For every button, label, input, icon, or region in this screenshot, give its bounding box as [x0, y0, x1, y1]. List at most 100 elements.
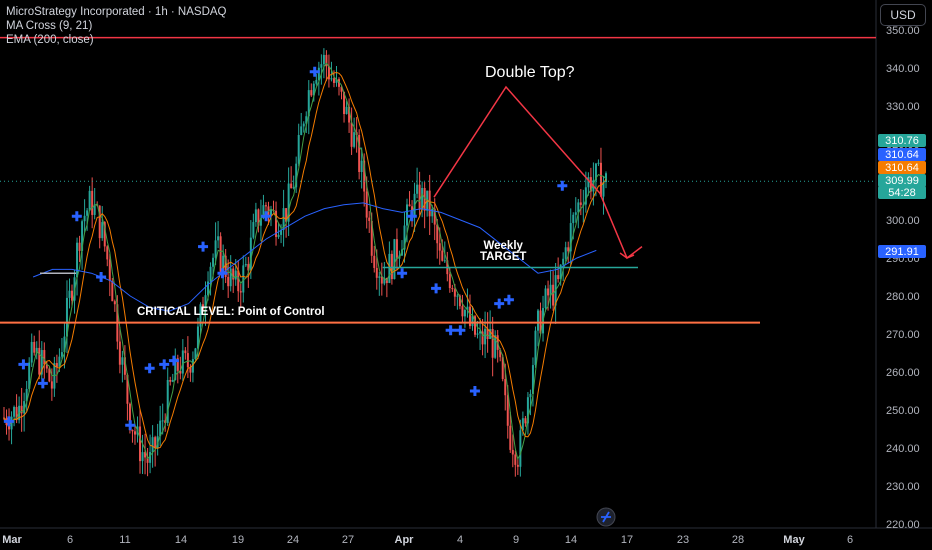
candle-body	[184, 350, 187, 354]
candle-body	[23, 401, 26, 414]
candle-body	[149, 451, 152, 463]
y-tick-label: 270.00	[886, 329, 920, 341]
x-tick-label: 19	[232, 534, 244, 546]
candle-body	[602, 182, 605, 197]
candle-body	[126, 374, 129, 404]
candle-body	[587, 177, 590, 188]
ma-cross-marker	[71, 211, 82, 222]
x-tick-label: 17	[621, 534, 633, 546]
ema-indicator[interactable]: EMA (200, close)	[6, 34, 94, 46]
currency-button[interactable]: USD	[880, 4, 926, 26]
candle-body	[484, 328, 487, 345]
candle-body	[572, 214, 575, 224]
candle-body	[461, 306, 464, 317]
ma-cross-marker	[168, 355, 179, 366]
x-tick-label: 28	[732, 534, 744, 546]
x-tick-label: Apr	[395, 534, 415, 546]
candle-body	[338, 79, 341, 87]
price-label-text: 310.76	[885, 135, 919, 147]
symbol-title[interactable]: MicroStrategy Incorporated · 1h · NASDAQ	[6, 6, 227, 18]
candle-body	[227, 276, 230, 287]
candle-body	[252, 222, 255, 238]
candle-body	[20, 405, 23, 414]
candle-body	[395, 239, 398, 259]
double-top-annotation: Double Top?	[485, 64, 575, 81]
x-tick-label: May	[783, 534, 805, 546]
candle-body	[111, 281, 114, 302]
candle-body	[222, 255, 225, 272]
critical-level-annotation: CRITICAL LEVEL: Point of Control	[137, 306, 325, 318]
candle-body	[509, 425, 512, 450]
price-label-bg	[878, 161, 926, 174]
candle-body	[453, 289, 456, 297]
candle-body	[383, 277, 386, 284]
weekly-target-annotation: Weekly TARGET	[480, 240, 526, 263]
candle-body	[45, 364, 48, 369]
candle-body	[300, 126, 303, 136]
ma-cross-indicator[interactable]: MA Cross (9, 21)	[6, 20, 93, 32]
candle-body	[290, 183, 293, 189]
x-tick-label: 14	[565, 534, 577, 546]
candle-body	[33, 341, 36, 353]
candle-body	[146, 457, 149, 463]
candle-body	[597, 162, 600, 164]
y-tick-label: 300.00	[886, 215, 920, 227]
candle-body	[549, 284, 552, 296]
candle-body	[312, 83, 315, 96]
candle-body	[552, 284, 555, 306]
price-label-bg	[878, 245, 926, 258]
candle-body	[204, 295, 207, 310]
candle-body	[307, 90, 310, 117]
candle-body	[10, 416, 13, 430]
forecast-arrowhead	[619, 252, 635, 259]
y-tick-label: 350.00	[886, 25, 920, 37]
candle-body	[199, 304, 202, 327]
price-label-bg	[878, 186, 926, 199]
x-tick-label: 4	[457, 534, 463, 546]
candle-body	[176, 358, 179, 371]
y-tick-label: 220.00	[886, 519, 920, 531]
candle-body	[408, 204, 411, 207]
candle-body	[65, 297, 68, 337]
candle-body	[285, 208, 288, 222]
candle-body	[25, 388, 28, 402]
candle-body	[121, 357, 124, 365]
y-tick-label: 340.00	[886, 63, 920, 75]
ma-cross-marker	[455, 325, 466, 336]
candle-body	[363, 160, 366, 192]
candle-body	[562, 258, 565, 265]
ma-slow-line	[3, 71, 607, 449]
candle-body	[13, 406, 16, 417]
price-label-text: 309.99	[885, 175, 919, 187]
ma-cross-marker	[406, 211, 417, 222]
candle-body	[254, 209, 257, 223]
candle-body	[249, 237, 252, 271]
candle-body	[476, 333, 479, 335]
x-tick-label: 23	[677, 534, 689, 546]
candle-body	[159, 420, 162, 437]
price-label-0: 310.76	[878, 134, 926, 147]
candle-body	[343, 91, 346, 115]
price-label-text: 54:28	[888, 187, 916, 199]
candle-body	[310, 90, 313, 96]
candle-body	[466, 306, 469, 311]
candle-body	[35, 347, 38, 353]
candle-body	[524, 418, 527, 424]
price-label-3: 309.99	[878, 174, 926, 187]
candle-body	[579, 202, 582, 205]
candle-body	[365, 191, 368, 218]
ma-cross-marker	[431, 283, 442, 294]
candle-body	[559, 264, 562, 280]
candle-body	[93, 204, 96, 215]
candle-body	[340, 86, 343, 92]
candle-body	[81, 221, 84, 251]
candle-body	[106, 246, 109, 260]
candle-body	[179, 370, 182, 374]
candle-body	[486, 328, 489, 339]
candle-body	[519, 430, 522, 467]
candle-body	[589, 177, 592, 192]
candle-body	[38, 347, 41, 375]
candle-body	[536, 310, 539, 331]
candle-body	[280, 230, 283, 235]
